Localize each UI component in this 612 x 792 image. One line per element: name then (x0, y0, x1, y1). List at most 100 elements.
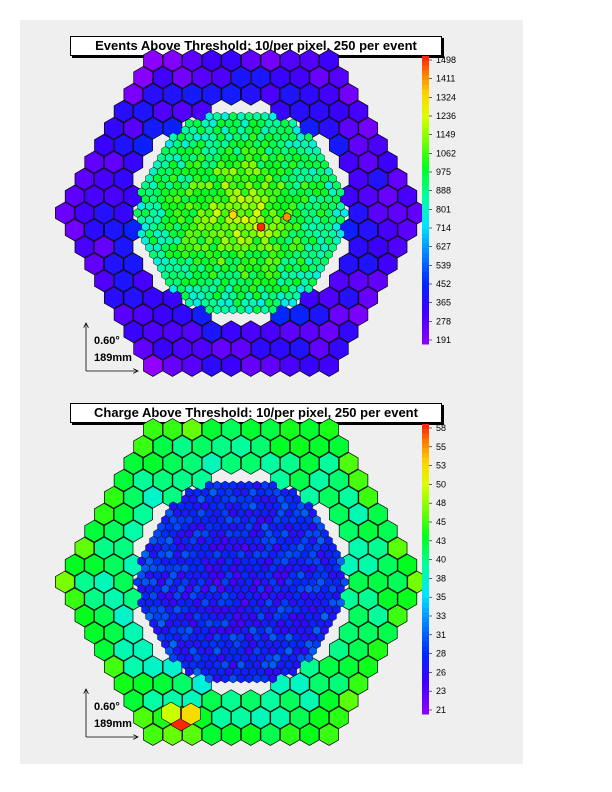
pixel-inner (336, 201, 345, 211)
pixel-inner (225, 187, 234, 197)
pixel-inner (205, 194, 214, 204)
pixel-inner (236, 535, 246, 546)
pixel-inner (236, 139, 246, 149)
pixel-inner (228, 291, 238, 301)
pixel-outer (201, 49, 222, 72)
pixel-inner (340, 577, 349, 587)
pixel-inner (332, 563, 341, 573)
pixel-inner (141, 563, 150, 573)
pixel-inner (256, 570, 265, 580)
pixel-outer (103, 519, 124, 543)
colorbar-segment (422, 448, 429, 454)
pixel-inner (189, 194, 198, 204)
pixel-inner (304, 215, 313, 225)
pixel-outer (123, 150, 144, 174)
pixel-inner (181, 249, 190, 260)
pixel-inner (141, 208, 150, 218)
pixel-inner (205, 304, 214, 315)
pixel-outer (162, 354, 183, 377)
pixel-inner (149, 577, 158, 587)
pixel-inner (264, 625, 273, 635)
pixel-inner (268, 673, 277, 684)
pixel-inner (328, 542, 337, 553)
pixel-inner (177, 242, 186, 253)
pixel-inner (165, 263, 174, 273)
colorbar-segment (422, 118, 429, 124)
pixel-inner (217, 270, 226, 280)
pixel-inner (169, 146, 178, 156)
pixel-inner (236, 480, 246, 491)
pixel-inner (157, 618, 166, 629)
pixel-inner (225, 667, 234, 677)
pixel-outer (289, 99, 310, 123)
colorbar-segment (422, 209, 429, 215)
pixel-inner (217, 542, 226, 553)
pixel-inner (280, 187, 289, 197)
pixel-inner (300, 194, 309, 204)
pixel-inner (225, 298, 234, 308)
pixel-inner (276, 166, 285, 177)
pixel-inner (181, 494, 190, 504)
pixel-outer (152, 337, 173, 360)
pixel-inner (288, 487, 297, 497)
pixel-inner (244, 111, 254, 122)
pixel-inner (181, 125, 190, 135)
pixel-inner (324, 535, 333, 546)
pixel-inner (304, 201, 313, 211)
pixel-inner (260, 480, 269, 491)
pixel-inner (256, 487, 265, 497)
colorbar-segment (422, 704, 429, 710)
pixel-inner (340, 208, 349, 218)
pixel-inner (213, 591, 222, 601)
pixel-outer (299, 689, 320, 712)
pixel-inner (213, 660, 222, 670)
pixel-inner (221, 618, 230, 629)
pixel-inner (141, 577, 150, 587)
pixel-inner (173, 249, 182, 260)
pixel-inner (193, 584, 202, 594)
pixel-outer (55, 201, 75, 225)
pixel-inner (232, 501, 242, 511)
pixel-outer (368, 133, 388, 157)
pixel-inner (205, 673, 214, 684)
pixel-inner (272, 570, 281, 580)
pixel-outer (143, 655, 163, 679)
pixel-inner (268, 194, 277, 204)
pixel-inner (244, 522, 254, 532)
pixel-inner (284, 535, 293, 546)
colorbar-segment (422, 569, 429, 575)
colorbar-segment (422, 491, 429, 497)
pixel-inner (240, 160, 250, 170)
colorbar-segment (422, 152, 429, 158)
pixel-outer (133, 502, 153, 526)
pixel-outer (309, 672, 330, 696)
pixel-outer (84, 218, 105, 242)
pixel-outer (123, 485, 144, 509)
colorbar-segment (422, 300, 429, 307)
pixel-outer (133, 269, 153, 293)
pixel-inner (228, 222, 238, 232)
pixel-inner (173, 646, 182, 656)
pixel-inner (201, 173, 210, 184)
pixel-inner (260, 535, 269, 546)
pixel-inner (272, 242, 281, 253)
colorbar-tick-label: 35 (436, 592, 446, 602)
pixel-inner (157, 535, 166, 546)
pixel-inner (332, 604, 341, 615)
pixel-inner (228, 263, 238, 273)
pixel-inner (173, 508, 182, 518)
colorbar-segment (422, 113, 429, 119)
pixel-inner (225, 611, 234, 622)
colorbar-segment (422, 75, 429, 81)
pixel-outer (368, 167, 388, 191)
pixel-inner (185, 515, 194, 525)
pixel-inner (312, 529, 321, 539)
pixel-outer (64, 553, 85, 577)
pixel-inner (157, 166, 166, 177)
pixel-inner (225, 542, 234, 553)
pixel-inner (228, 618, 238, 629)
pixel-outer (378, 252, 398, 276)
colorbar-segment (422, 636, 429, 642)
pixel-inner (185, 229, 194, 239)
chart-title-charge: Charge Above Threshold: 10/per pixel, 25… (70, 403, 442, 423)
